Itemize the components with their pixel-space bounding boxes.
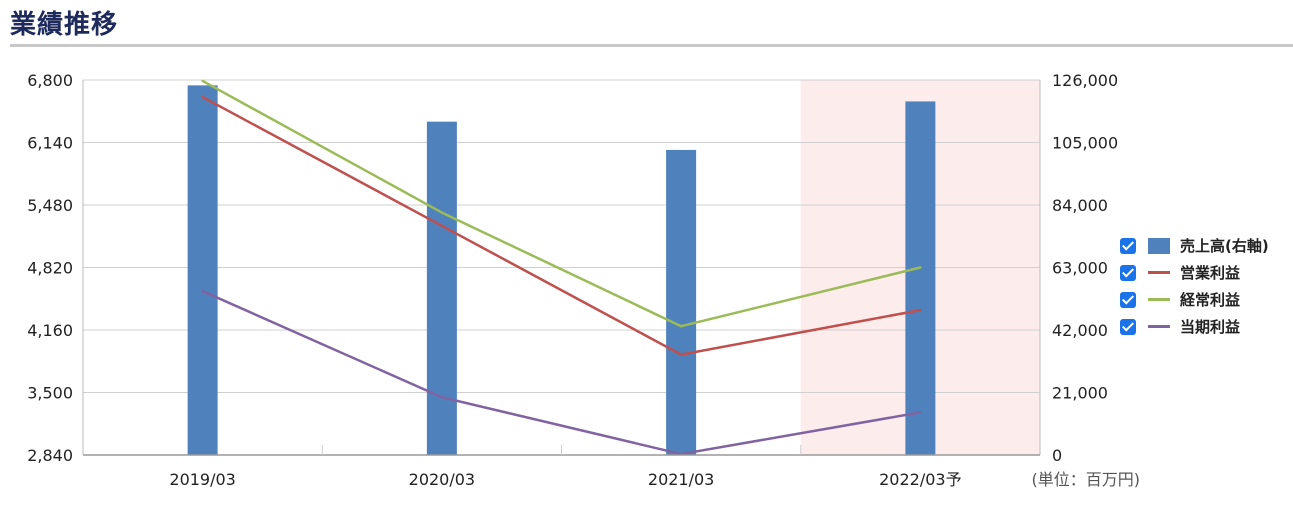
- y-right-tick-label: 126,000: [1052, 71, 1118, 90]
- line-point: [919, 266, 922, 269]
- unit-label: (単位：百万円): [1032, 470, 1141, 489]
- legend-item-net-profit[interactable]: 当期利益: [1120, 313, 1269, 340]
- line-series-2: [202, 290, 921, 456]
- line-point: [919, 411, 922, 414]
- legend-label: 当期利益: [1180, 318, 1241, 336]
- legend-item-operating-profit[interactable]: 営業利益: [1120, 259, 1269, 286]
- bar-sales: [426, 121, 457, 456]
- y-right-tick-label: 63,000: [1052, 259, 1108, 278]
- x-tick-label: 2019/03: [169, 470, 235, 489]
- x-tick-label: 2021/03: [648, 470, 714, 489]
- y-left-tick-label: 6,140: [27, 134, 73, 153]
- y-left-tick-label: 4,160: [27, 321, 73, 340]
- y-right-tick-label: 0: [1052, 446, 1062, 465]
- legend-item-sales[interactable]: 売上高(右軸): [1120, 232, 1269, 259]
- legend-checkbox-operating-profit[interactable]: [1120, 264, 1136, 281]
- y-left-tick-label: 5,480: [27, 196, 73, 215]
- y-right-tick-label: 105,000: [1052, 134, 1118, 153]
- line-point: [440, 396, 444, 399]
- line-series-0: [202, 95, 921, 356]
- legend-swatch-sales: [1148, 237, 1170, 254]
- y-right-tick-label: 21,000: [1052, 384, 1108, 403]
- legend-label: 営業利益: [1180, 264, 1241, 282]
- line-point: [201, 79, 204, 83]
- line-point: [679, 353, 683, 356]
- legend-item-ordinary-profit[interactable]: 経常利益: [1120, 286, 1269, 313]
- page-title: 業績推移: [10, 10, 119, 40]
- line-point: [440, 211, 444, 214]
- line-point: [201, 95, 204, 99]
- legend-checkbox-net-profit[interactable]: [1120, 318, 1136, 335]
- legend-label: 売上高(右軸): [1180, 237, 1269, 255]
- line-point: [919, 308, 922, 312]
- line-point: [440, 224, 444, 228]
- y-left-tick-label: 3,500: [27, 384, 73, 403]
- y-right-tick-label: 84,000: [1052, 196, 1108, 215]
- y-left-tick-label: 2,840: [27, 446, 73, 465]
- x-tick-label: 2020/03: [409, 470, 475, 489]
- line-point: [201, 289, 204, 293]
- legend-checkbox-ordinary-profit[interactable]: [1120, 291, 1136, 308]
- legend-label: 経常利益: [1180, 291, 1241, 309]
- title-divider: [10, 44, 1293, 47]
- chart-legend: 売上高(右軸) 営業利益 経常利益 当期利益: [1120, 232, 1269, 340]
- line-point: [679, 325, 683, 328]
- legend-checkbox-sales[interactable]: [1120, 237, 1136, 254]
- y-left-tick-label: 4,820: [27, 259, 73, 278]
- line-series-1: [202, 79, 921, 328]
- legend-swatch-net-profit: [1148, 325, 1170, 328]
- bar-sales: [666, 149, 697, 455]
- bar-sales: [905, 101, 936, 455]
- bar-sales: [187, 85, 218, 455]
- y-left-tick-label: 6,800: [27, 71, 73, 90]
- legend-swatch-ordinary-profit: [1148, 298, 1170, 301]
- x-tick-label: 2022/03予: [879, 470, 961, 489]
- y-right-tick-label: 42,000: [1052, 321, 1108, 340]
- legend-swatch-operating-profit: [1148, 271, 1170, 274]
